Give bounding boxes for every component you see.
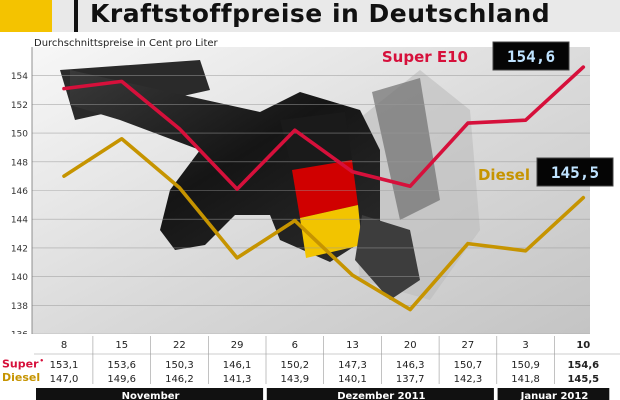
display-value-diesel: 145,5 xyxy=(551,163,599,182)
month-label-2: Januar 2012 xyxy=(520,391,589,400)
series-line-0 xyxy=(62,65,586,191)
table-super-6: 146,3 xyxy=(396,360,425,371)
tank-opening xyxy=(372,78,440,220)
x-tick-9: 10 xyxy=(576,340,590,351)
y-tick-154: 154 xyxy=(11,72,28,82)
header-bar xyxy=(0,0,620,32)
y-tick-140: 140 xyxy=(11,273,28,283)
table-super-9: 154,6 xyxy=(567,360,599,371)
x-tick-7: 27 xyxy=(462,340,475,351)
y-tick-138: 138 xyxy=(11,302,28,312)
title-divider xyxy=(74,0,78,32)
table-super-7: 150,7 xyxy=(454,360,483,371)
table-diesel-9: 145,5 xyxy=(567,374,599,385)
row-label-super: Super• xyxy=(2,357,44,371)
y-tick-148: 148 xyxy=(11,158,28,168)
month-bar-2 xyxy=(497,388,610,400)
table-diesel-6: 137,7 xyxy=(396,374,425,385)
table-super-0: 153,1 xyxy=(50,360,79,371)
series-label-diesel: Diesel xyxy=(478,166,530,184)
y-tick-152: 152 xyxy=(11,101,28,111)
x-tick-0: 8 xyxy=(61,340,67,351)
y-tick-142: 142 xyxy=(11,244,28,254)
row-label-super-text: Super xyxy=(2,357,39,371)
y-tick-144: 144 xyxy=(11,216,28,226)
table-super-8: 150,9 xyxy=(511,360,540,371)
x-tick-5: 13 xyxy=(346,340,359,351)
table-diesel-1: 149,6 xyxy=(107,374,136,385)
x-tick-8: 3 xyxy=(522,340,528,351)
x-tick-6: 20 xyxy=(404,340,417,351)
x-tick-3: 29 xyxy=(231,340,244,351)
table-super-2: 150,3 xyxy=(165,360,194,371)
chart-subtitle: Durchschnittspreise in Cent pro Liter xyxy=(34,38,219,49)
table-super-1: 153,6 xyxy=(107,360,136,371)
table-super-3: 146,1 xyxy=(223,360,252,371)
table-diesel-5: 140,1 xyxy=(338,374,367,385)
series-label-super: Super E10 xyxy=(382,48,468,66)
flag-gold-stripe xyxy=(300,205,362,258)
x-tick-1: 15 xyxy=(115,340,128,351)
logo-square xyxy=(0,0,52,32)
table-super-5: 147,3 xyxy=(338,360,367,371)
x-tick-4: 6 xyxy=(292,340,298,351)
month-label-0: November xyxy=(122,391,180,400)
month-label-1: Dezember 2011 xyxy=(337,391,425,400)
row-label-super-mark: • xyxy=(39,357,44,365)
flag-red-stripe xyxy=(292,160,358,218)
display-value-super: 154,6 xyxy=(507,47,555,66)
table-diesel-0: 147,0 xyxy=(50,374,79,385)
display-box-super xyxy=(492,41,570,71)
series-line-1 xyxy=(62,137,586,312)
month-bar-1 xyxy=(266,388,494,400)
month-bar-0 xyxy=(36,388,264,400)
y-tick-146: 146 xyxy=(11,187,28,197)
table-diesel-3: 141,3 xyxy=(223,374,252,385)
y-tick-150: 150 xyxy=(11,130,28,140)
row-label-diesel: Diesel xyxy=(2,371,41,384)
table-diesel-4: 143,9 xyxy=(280,374,309,385)
table-diesel-8: 141,8 xyxy=(511,374,540,385)
table-diesel-2: 146,2 xyxy=(165,374,194,385)
x-tick-2: 22 xyxy=(173,340,186,351)
flag-black-stripe xyxy=(280,112,352,170)
display-box-diesel xyxy=(536,157,614,187)
table-super-4: 150,2 xyxy=(280,360,309,371)
table-diesel-7: 142,3 xyxy=(454,374,483,385)
chart-title: Kraftstoffpreise in Deutschland xyxy=(90,0,551,28)
nozzle-spout xyxy=(355,215,420,300)
